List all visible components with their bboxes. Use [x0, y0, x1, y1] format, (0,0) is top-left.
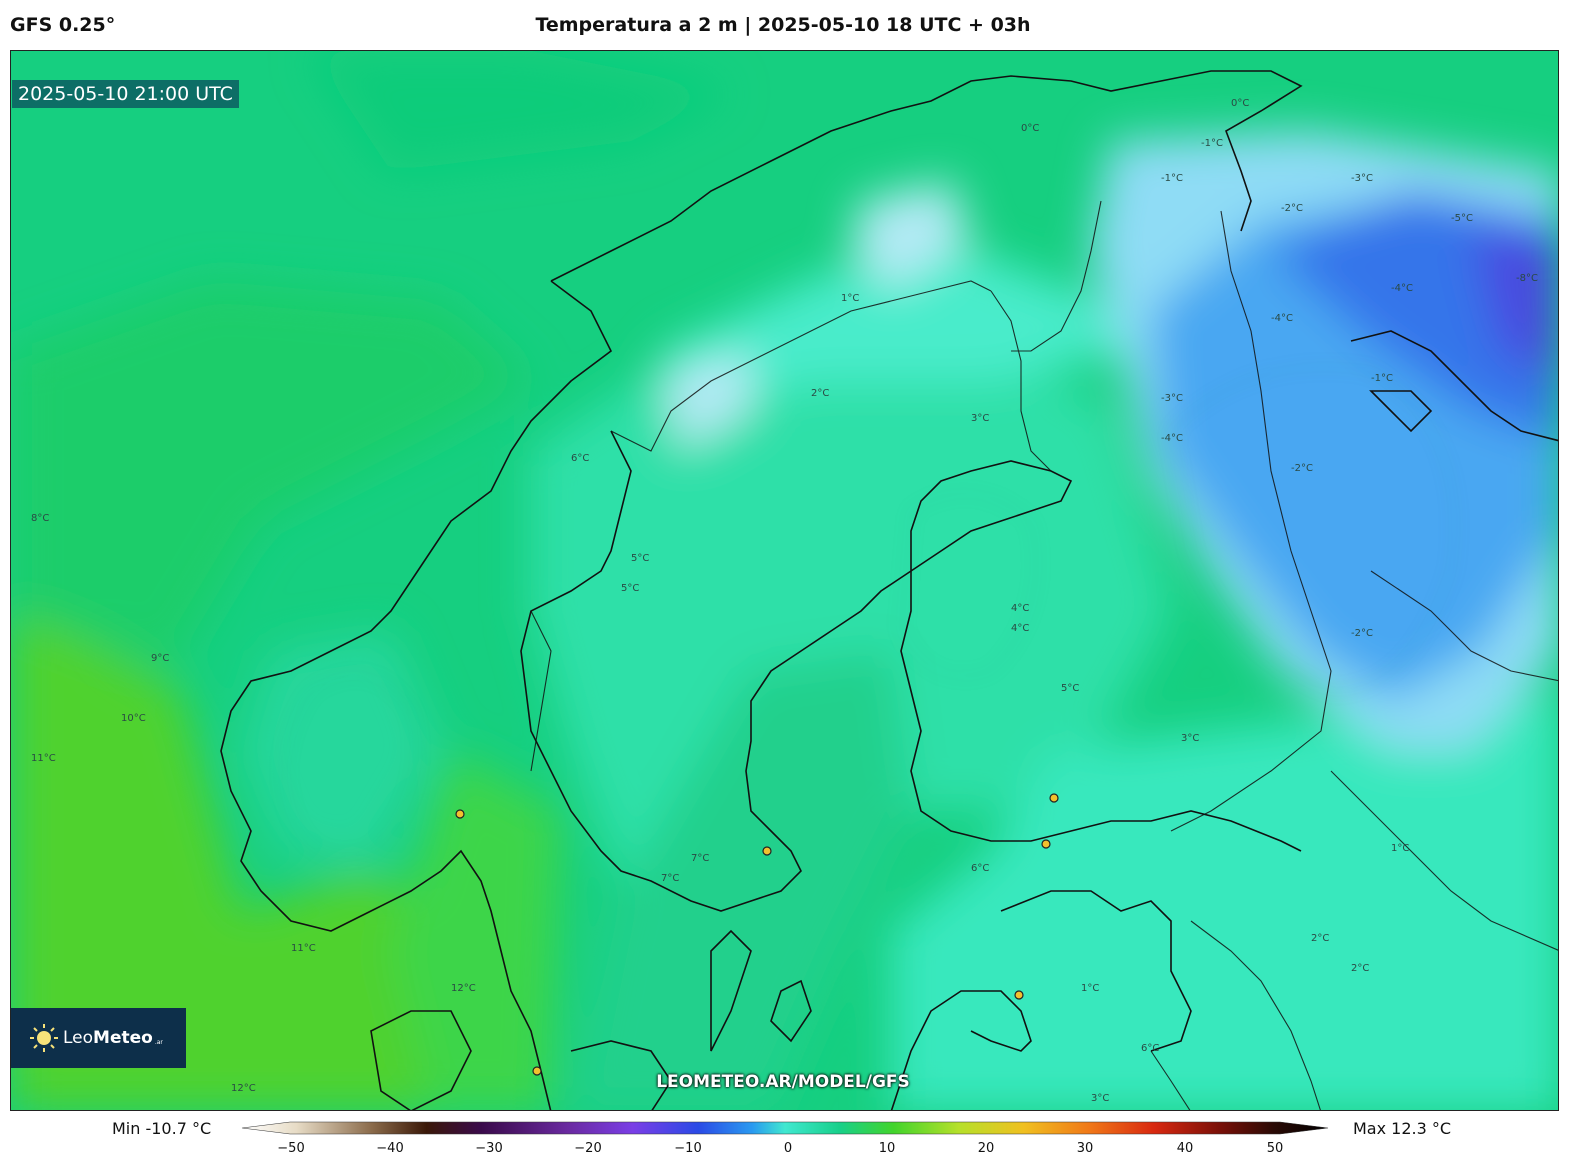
contour-label: -3°C [1351, 173, 1373, 184]
contour-label: 11°C [291, 943, 316, 954]
contour-label: 0°C [1231, 98, 1249, 109]
contour-label: 5°C [621, 583, 639, 594]
map-canvas: 0°C -1°C 0°C -1°C -2°C -3°C -4°C -5°C -8… [11, 51, 1558, 1110]
contour-label: 3°C [971, 413, 989, 424]
colorbar-tick: 30 [1076, 1141, 1094, 1156]
contour-label: 2°C [1351, 963, 1369, 974]
logo-text-ar: .ar [154, 1038, 163, 1046]
contour-label: -1°C [1161, 173, 1183, 184]
contour-label: -4°C [1271, 313, 1293, 324]
model-label: GFS 0.25° [10, 14, 116, 36]
contour-label: 3°C [1181, 733, 1199, 744]
contour-label: -4°C [1391, 283, 1413, 294]
contour-label: 3°C [1091, 1093, 1109, 1104]
colorbar-tick: 0 [783, 1141, 793, 1156]
contour-label: 12°C [451, 983, 476, 994]
contour-label: -2°C [1291, 463, 1313, 474]
contour-label: -3°C [1161, 393, 1183, 404]
contour-labels: 0°C -1°C 0°C -1°C -2°C -3°C -4°C -5°C -8… [31, 98, 1538, 1104]
contour-label: 9°C [151, 653, 169, 664]
min-value-label: Min -10.7 °C [112, 1119, 212, 1138]
city-marker [1049, 793, 1059, 803]
contour-label: -2°C [1351, 628, 1373, 639]
colorbar-tick: 20 [977, 1141, 995, 1156]
city-marker [532, 1066, 542, 1076]
coastlines [220, 70, 1558, 1110]
contour-label: 4°C [1011, 623, 1029, 634]
contour-label: 1°C [1391, 843, 1409, 854]
colorbar-tick: −10 [674, 1141, 702, 1156]
city-marker [1041, 839, 1051, 849]
contour-label: 5°C [1061, 683, 1079, 694]
contour-label: 6°C [971, 863, 989, 874]
contour-label: -4°C [1161, 433, 1183, 444]
temperature-map[interactable]: 0°C -1°C 0°C -1°C -2°C -3°C -4°C -5°C -8… [10, 50, 1559, 1111]
contour-label: 7°C [691, 853, 709, 864]
contour-label: 2°C [811, 388, 829, 399]
contour-label: 4°C [1011, 603, 1029, 614]
country-borders [530, 200, 1558, 1110]
contour-label: -8°C [1516, 273, 1538, 284]
contour-label: -5°C [1451, 213, 1473, 224]
logo-text-meteo: Meteo [93, 1028, 153, 1048]
contour-label: 0°C [1021, 123, 1039, 134]
city-markers [455, 793, 1059, 1076]
contour-label: 1°C [841, 293, 859, 304]
valid-time-badge: 2025-05-10 21:00 UTC [12, 80, 239, 108]
logo-text-leo: Leo [63, 1028, 94, 1048]
colorbar-tick: −30 [475, 1141, 503, 1156]
colorbar [241, 1121, 1329, 1135]
contour-label: -1°C [1201, 138, 1223, 149]
max-value-label: Max 12.3 °C [1353, 1119, 1452, 1138]
contour-label: 7°C [661, 873, 679, 884]
watermark-url[interactable]: LEOMETEO.AR/MODEL/GFS [656, 1072, 910, 1092]
city-marker [762, 846, 772, 856]
colorbar-ticks: −50 −40 −30 −20 −10 0 10 20 30 40 50 [0, 1141, 1570, 1159]
contour-label: 8°C [31, 513, 49, 524]
contour-label: 1°C [1081, 983, 1099, 994]
colorbar-tick: −50 [277, 1141, 305, 1156]
map-title: Temperatura a 2 m | 2025-05-10 18 UTC + … [535, 14, 1031, 36]
contour-label: -1°C [1371, 373, 1393, 384]
contour-label: 2°C [1311, 933, 1329, 944]
city-marker [455, 809, 465, 819]
contour-label: 6°C [571, 453, 589, 464]
contour-label: 10°C [121, 713, 146, 724]
contour-label: 5°C [631, 553, 649, 564]
colorbar-tick: 40 [1176, 1141, 1194, 1156]
leometeo-logo[interactable]: Leo Meteo .ar [11, 1008, 186, 1068]
colorbar-tick: 50 [1266, 1141, 1284, 1156]
contour-label: 11°C [31, 753, 56, 764]
contour-label: -2°C [1281, 203, 1303, 214]
contour-lines [283, 366, 1455, 857]
contour-label: 12°C [231, 1083, 256, 1094]
colorbar-tick: −40 [376, 1141, 404, 1156]
colorbar-tick: 10 [878, 1141, 896, 1156]
colorbar-tick: −20 [574, 1141, 602, 1156]
city-marker [1014, 990, 1024, 1000]
sun-icon [30, 1024, 58, 1052]
contour-label: 6°C [1141, 1043, 1159, 1054]
